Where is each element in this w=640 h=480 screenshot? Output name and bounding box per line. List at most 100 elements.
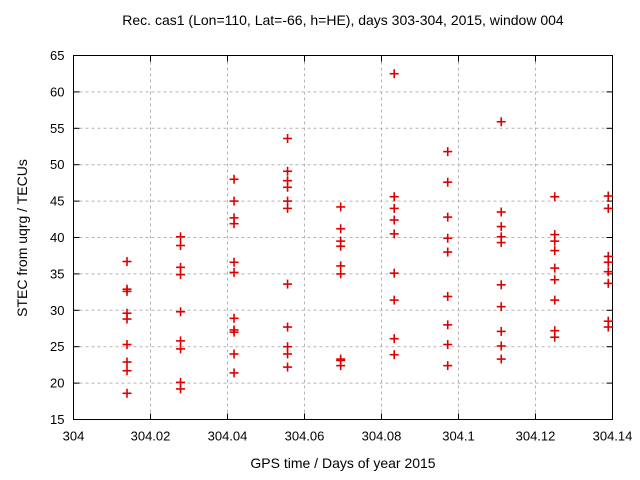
data-point-marker bbox=[496, 117, 506, 127]
data-point-marker bbox=[336, 202, 346, 212]
data-point-marker bbox=[443, 247, 453, 257]
data-point-marker bbox=[122, 366, 132, 376]
data-point-marker bbox=[229, 349, 239, 359]
x-tick-label: 304.1 bbox=[442, 429, 475, 444]
y-tick-label: 40 bbox=[50, 230, 64, 245]
data-point-marker bbox=[176, 344, 186, 354]
data-point-marker bbox=[389, 295, 399, 305]
data-point-marker bbox=[176, 307, 186, 317]
y-tick-label: 20 bbox=[50, 376, 64, 391]
data-point-marker bbox=[550, 275, 560, 285]
data-point-marker bbox=[443, 233, 453, 243]
data-point-marker bbox=[122, 286, 132, 296]
data-point-marker bbox=[443, 291, 453, 301]
data-point-marker bbox=[336, 269, 346, 279]
x-tick-label: 304.14 bbox=[593, 429, 633, 444]
data-point-marker bbox=[229, 327, 239, 337]
data-point-marker bbox=[336, 361, 346, 371]
data-point-marker bbox=[550, 246, 560, 256]
data-point-marker bbox=[389, 192, 399, 202]
data-point-marker bbox=[229, 368, 239, 378]
data-point-marker bbox=[283, 203, 293, 213]
data-point-marker bbox=[229, 219, 239, 229]
data-point-marker bbox=[122, 314, 132, 324]
data-point-marker bbox=[229, 174, 239, 184]
data-point-marker bbox=[283, 182, 293, 192]
y-axis-label: STEC from uqrg / TECUs bbox=[14, 159, 30, 317]
data-point-marker bbox=[283, 279, 293, 289]
data-point-marker bbox=[389, 215, 399, 225]
data-point-marker bbox=[496, 222, 506, 232]
data-point-marker bbox=[122, 388, 132, 398]
data-point-marker bbox=[496, 280, 506, 290]
data-point-marker bbox=[496, 326, 506, 336]
y-tick-label: 25 bbox=[50, 339, 64, 354]
data-point-marker bbox=[389, 334, 399, 344]
data-point-marker bbox=[603, 322, 613, 332]
data-point-marker bbox=[550, 263, 560, 273]
data-point-marker bbox=[550, 236, 560, 246]
x-axis-label: GPS time / Days of year 2015 bbox=[250, 455, 436, 471]
data-point-marker bbox=[229, 257, 239, 267]
data-point-marker bbox=[229, 196, 239, 206]
y-tick-label: 15 bbox=[50, 412, 64, 427]
data-point-marker bbox=[283, 322, 293, 332]
data-point-marker bbox=[603, 267, 613, 277]
data-point-marker bbox=[443, 177, 453, 187]
data-point-marker bbox=[443, 340, 453, 350]
data-point-marker bbox=[283, 133, 293, 143]
data-point-marker bbox=[496, 238, 506, 248]
data-point-marker bbox=[336, 241, 346, 251]
data-point-marker bbox=[443, 361, 453, 371]
data-point-marker bbox=[283, 349, 293, 359]
x-tick-label: 304.12 bbox=[516, 429, 556, 444]
data-point-marker bbox=[122, 340, 132, 350]
data-point-marker bbox=[496, 341, 506, 351]
data-point-marker bbox=[389, 69, 399, 79]
data-point-marker bbox=[389, 203, 399, 213]
y-tick-label: 45 bbox=[50, 194, 64, 209]
data-point-marker bbox=[176, 336, 186, 346]
data-point-marker bbox=[283, 362, 293, 372]
data-point-marker bbox=[496, 302, 506, 312]
data-point-marker bbox=[176, 384, 186, 394]
data-point-marker bbox=[443, 212, 453, 222]
x-tick-label: 304.08 bbox=[362, 429, 402, 444]
data-point-marker bbox=[496, 207, 506, 217]
data-point-marker bbox=[443, 147, 453, 157]
y-tick-label: 55 bbox=[50, 121, 64, 136]
x-tick-label: 304 bbox=[63, 429, 85, 444]
data-point-marker bbox=[283, 166, 293, 176]
data-point-marker bbox=[176, 241, 186, 251]
data-point-marker bbox=[122, 357, 132, 367]
y-tick-label: 65 bbox=[50, 48, 64, 63]
data-point-marker bbox=[176, 270, 186, 280]
data-point-marker bbox=[550, 295, 560, 305]
data-point-marker bbox=[389, 350, 399, 360]
x-tick-label: 304.04 bbox=[208, 429, 248, 444]
data-point-marker bbox=[176, 232, 186, 242]
data-point-marker bbox=[122, 257, 132, 267]
data-point-marker bbox=[496, 354, 506, 364]
data-point-marker bbox=[603, 257, 613, 267]
data-point-marker bbox=[229, 267, 239, 277]
data-point-marker bbox=[603, 278, 613, 288]
y-tick-label: 60 bbox=[50, 84, 64, 99]
y-tick-label: 35 bbox=[50, 266, 64, 281]
x-tick-label: 304.06 bbox=[285, 429, 325, 444]
data-point-marker bbox=[336, 261, 346, 271]
data-point-marker bbox=[550, 332, 560, 342]
data-point-marker bbox=[550, 192, 560, 202]
x-tick-label: 304.02 bbox=[131, 429, 171, 444]
data-point-marker bbox=[603, 203, 613, 213]
data-point-marker bbox=[336, 224, 346, 234]
data-point-marker bbox=[229, 313, 239, 323]
y-tick-label: 50 bbox=[50, 157, 64, 172]
data-point-marker bbox=[389, 268, 399, 278]
data-point-marker bbox=[389, 229, 399, 239]
chart-title: Rec. cas1 (Lon=110, Lat=-66, h=HE), days… bbox=[122, 12, 564, 28]
y-tick-label: 30 bbox=[50, 303, 64, 318]
data-point-marker bbox=[603, 191, 613, 201]
